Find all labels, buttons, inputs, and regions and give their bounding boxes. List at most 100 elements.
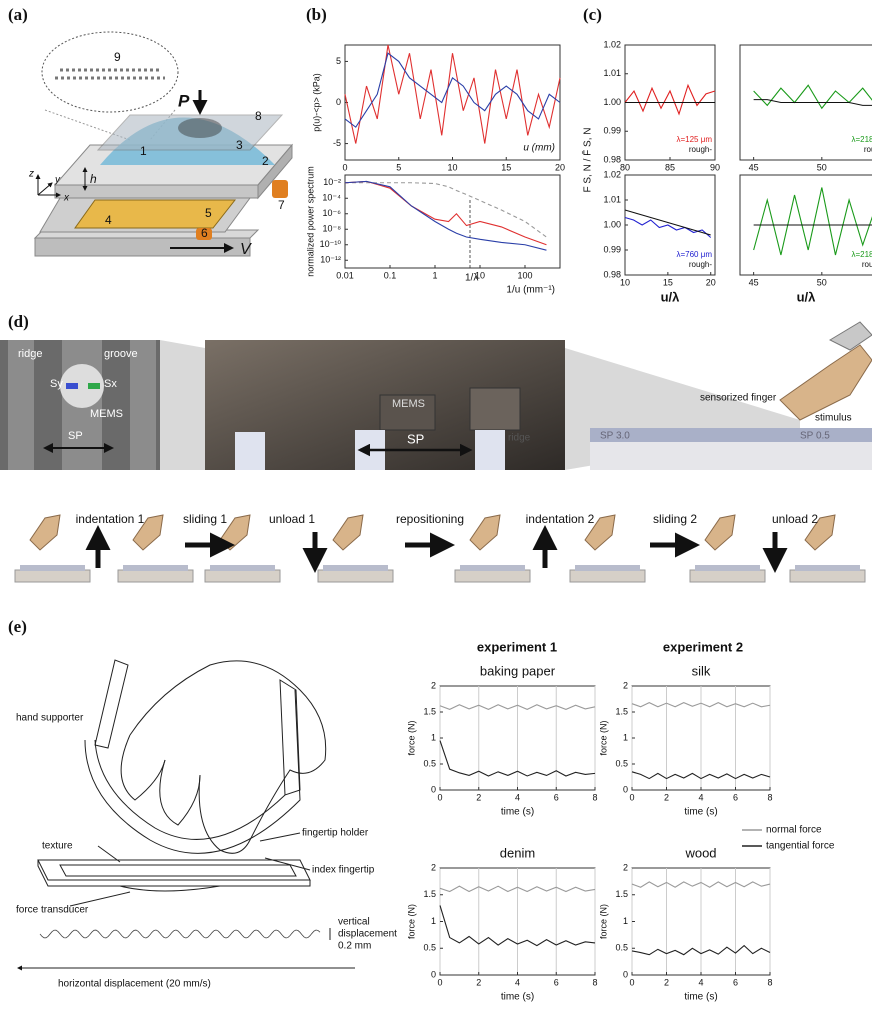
- x-tick-label: 4: [698, 792, 703, 802]
- y-tick-label: 0.5: [615, 758, 628, 768]
- y-axis-label: force (N): [406, 720, 416, 755]
- apparatus-label: horizontal displacement (20 mm/s): [58, 979, 211, 990]
- stage: [118, 570, 193, 582]
- plot-title: denim: [500, 845, 535, 860]
- x-tick-label: 50: [817, 162, 827, 172]
- y-tick-label: 1: [623, 732, 628, 742]
- y-tick-label: 1.01: [603, 194, 621, 204]
- x-tick-label: 80: [620, 162, 630, 172]
- x-tick-label: 0: [437, 792, 442, 802]
- detail-label: Sy: [50, 378, 63, 390]
- plot-title: silk: [692, 663, 711, 678]
- y-tick-label: 0.98: [603, 269, 621, 279]
- part-label: 8: [255, 109, 262, 123]
- step-label: repositioning: [396, 512, 464, 526]
- y-tick-label: 0: [623, 784, 628, 794]
- zoom-label: ridge: [508, 433, 531, 444]
- x-tick-label: 8: [767, 792, 772, 802]
- part-label: 9: [114, 50, 121, 64]
- plot-title: baking paper: [480, 663, 556, 678]
- part-label: h: [90, 172, 97, 186]
- stage-top: [575, 565, 640, 571]
- x-tick-label: 15: [501, 162, 511, 172]
- figure: (a) (b) (c) (d) (e) 9 P 8 2 3 1 h 5 4 6 …: [0, 0, 872, 1010]
- y-tick-label: 0.5: [423, 758, 436, 768]
- y-tick-label: 1: [431, 916, 436, 926]
- x-tick-label: 6: [733, 792, 738, 802]
- axis-label: y: [54, 175, 61, 186]
- x-tick-label: 2: [476, 977, 481, 987]
- apparatus-label: displacement: [338, 929, 397, 940]
- y-tick-label: 0.5: [423, 943, 436, 953]
- x-tick-label: 0.01: [336, 270, 354, 280]
- axis-label: z: [28, 169, 34, 180]
- finger: [470, 515, 500, 550]
- y-tick-label: -5: [333, 138, 341, 148]
- axis-label: x: [63, 193, 70, 204]
- part-label: 3: [236, 138, 243, 152]
- y-tick-label: 1.00: [603, 97, 621, 107]
- y-tick-label: 1.5: [423, 889, 436, 899]
- x-axis-label: u (mm): [523, 143, 555, 154]
- y-tick-label: 0.99: [603, 126, 621, 136]
- stage: [15, 570, 90, 582]
- y-tick-label: 5: [336, 56, 341, 66]
- series-line: [625, 218, 711, 238]
- step-label: indentation 1: [76, 512, 145, 526]
- x-tick-label: 8: [592, 977, 597, 987]
- stage-top: [123, 565, 188, 571]
- experiment-title: experiment 2: [663, 639, 743, 654]
- part-label: 6: [201, 226, 208, 240]
- annotation: rough-: [689, 145, 712, 154]
- y-tick-label: 1.5: [615, 706, 628, 716]
- stage-top: [210, 565, 275, 571]
- step-label: sliding 1: [183, 512, 227, 526]
- zoom-label: MEMS: [392, 398, 425, 410]
- y-tick-label: 1.5: [423, 706, 436, 716]
- y-tick-label: 2: [623, 680, 628, 690]
- stage-top: [460, 565, 525, 571]
- step-label: unload 2: [772, 512, 818, 526]
- series-line: [754, 100, 872, 106]
- series-line: [754, 85, 872, 108]
- y-tick-label: 10⁻⁶: [323, 208, 342, 218]
- part-label: 4: [105, 213, 112, 227]
- apparatus-label: fingertip holder: [302, 828, 369, 839]
- y-axis-label: force (N): [598, 904, 608, 939]
- annotation: rough-: [689, 260, 712, 269]
- y-tick-label: 2: [431, 862, 436, 872]
- series-line: [754, 188, 872, 256]
- x-tick-label: 10: [475, 270, 485, 280]
- x-tick-label: 10: [447, 162, 457, 172]
- annotation: λ=218 μm: [851, 135, 872, 144]
- finger: [333, 515, 363, 550]
- finger-label: stimulus: [815, 413, 852, 424]
- x-tick-label: 15: [663, 277, 673, 287]
- x-tick-label: 20: [555, 162, 565, 172]
- x-tick-label: 20: [706, 277, 716, 287]
- texture-wave: [40, 930, 320, 938]
- apparatus-label: index fingertip: [312, 865, 375, 876]
- part-label: V: [240, 241, 252, 258]
- step-label: unload 1: [269, 512, 315, 526]
- x-tick-label: 4: [515, 977, 520, 987]
- x-tick-label: 5: [396, 162, 401, 172]
- x-axis-label: 1/u (mm⁻¹): [506, 285, 555, 296]
- finger-label: SP 3.0: [600, 431, 630, 442]
- x-tick-label: 6: [554, 792, 559, 802]
- x-tick-label: 4: [698, 977, 703, 987]
- step-label: sliding 2: [653, 512, 697, 526]
- stage-top: [695, 565, 760, 571]
- part-label: 5: [205, 206, 212, 220]
- stage: [790, 570, 865, 582]
- x-tick-label: 0: [437, 977, 442, 987]
- panel-label: (b): [306, 5, 327, 24]
- x-axis-label: time (s): [684, 807, 717, 818]
- x-tick-label: 2: [664, 977, 669, 987]
- apparatus-drawing: [18, 660, 355, 968]
- apparatus-label: force transducer: [16, 905, 89, 916]
- stage-top: [795, 565, 860, 571]
- y-tick-label: 1.02: [603, 39, 621, 49]
- x-tick-label: 6: [554, 977, 559, 987]
- y-tick-label: 1.01: [603, 68, 621, 78]
